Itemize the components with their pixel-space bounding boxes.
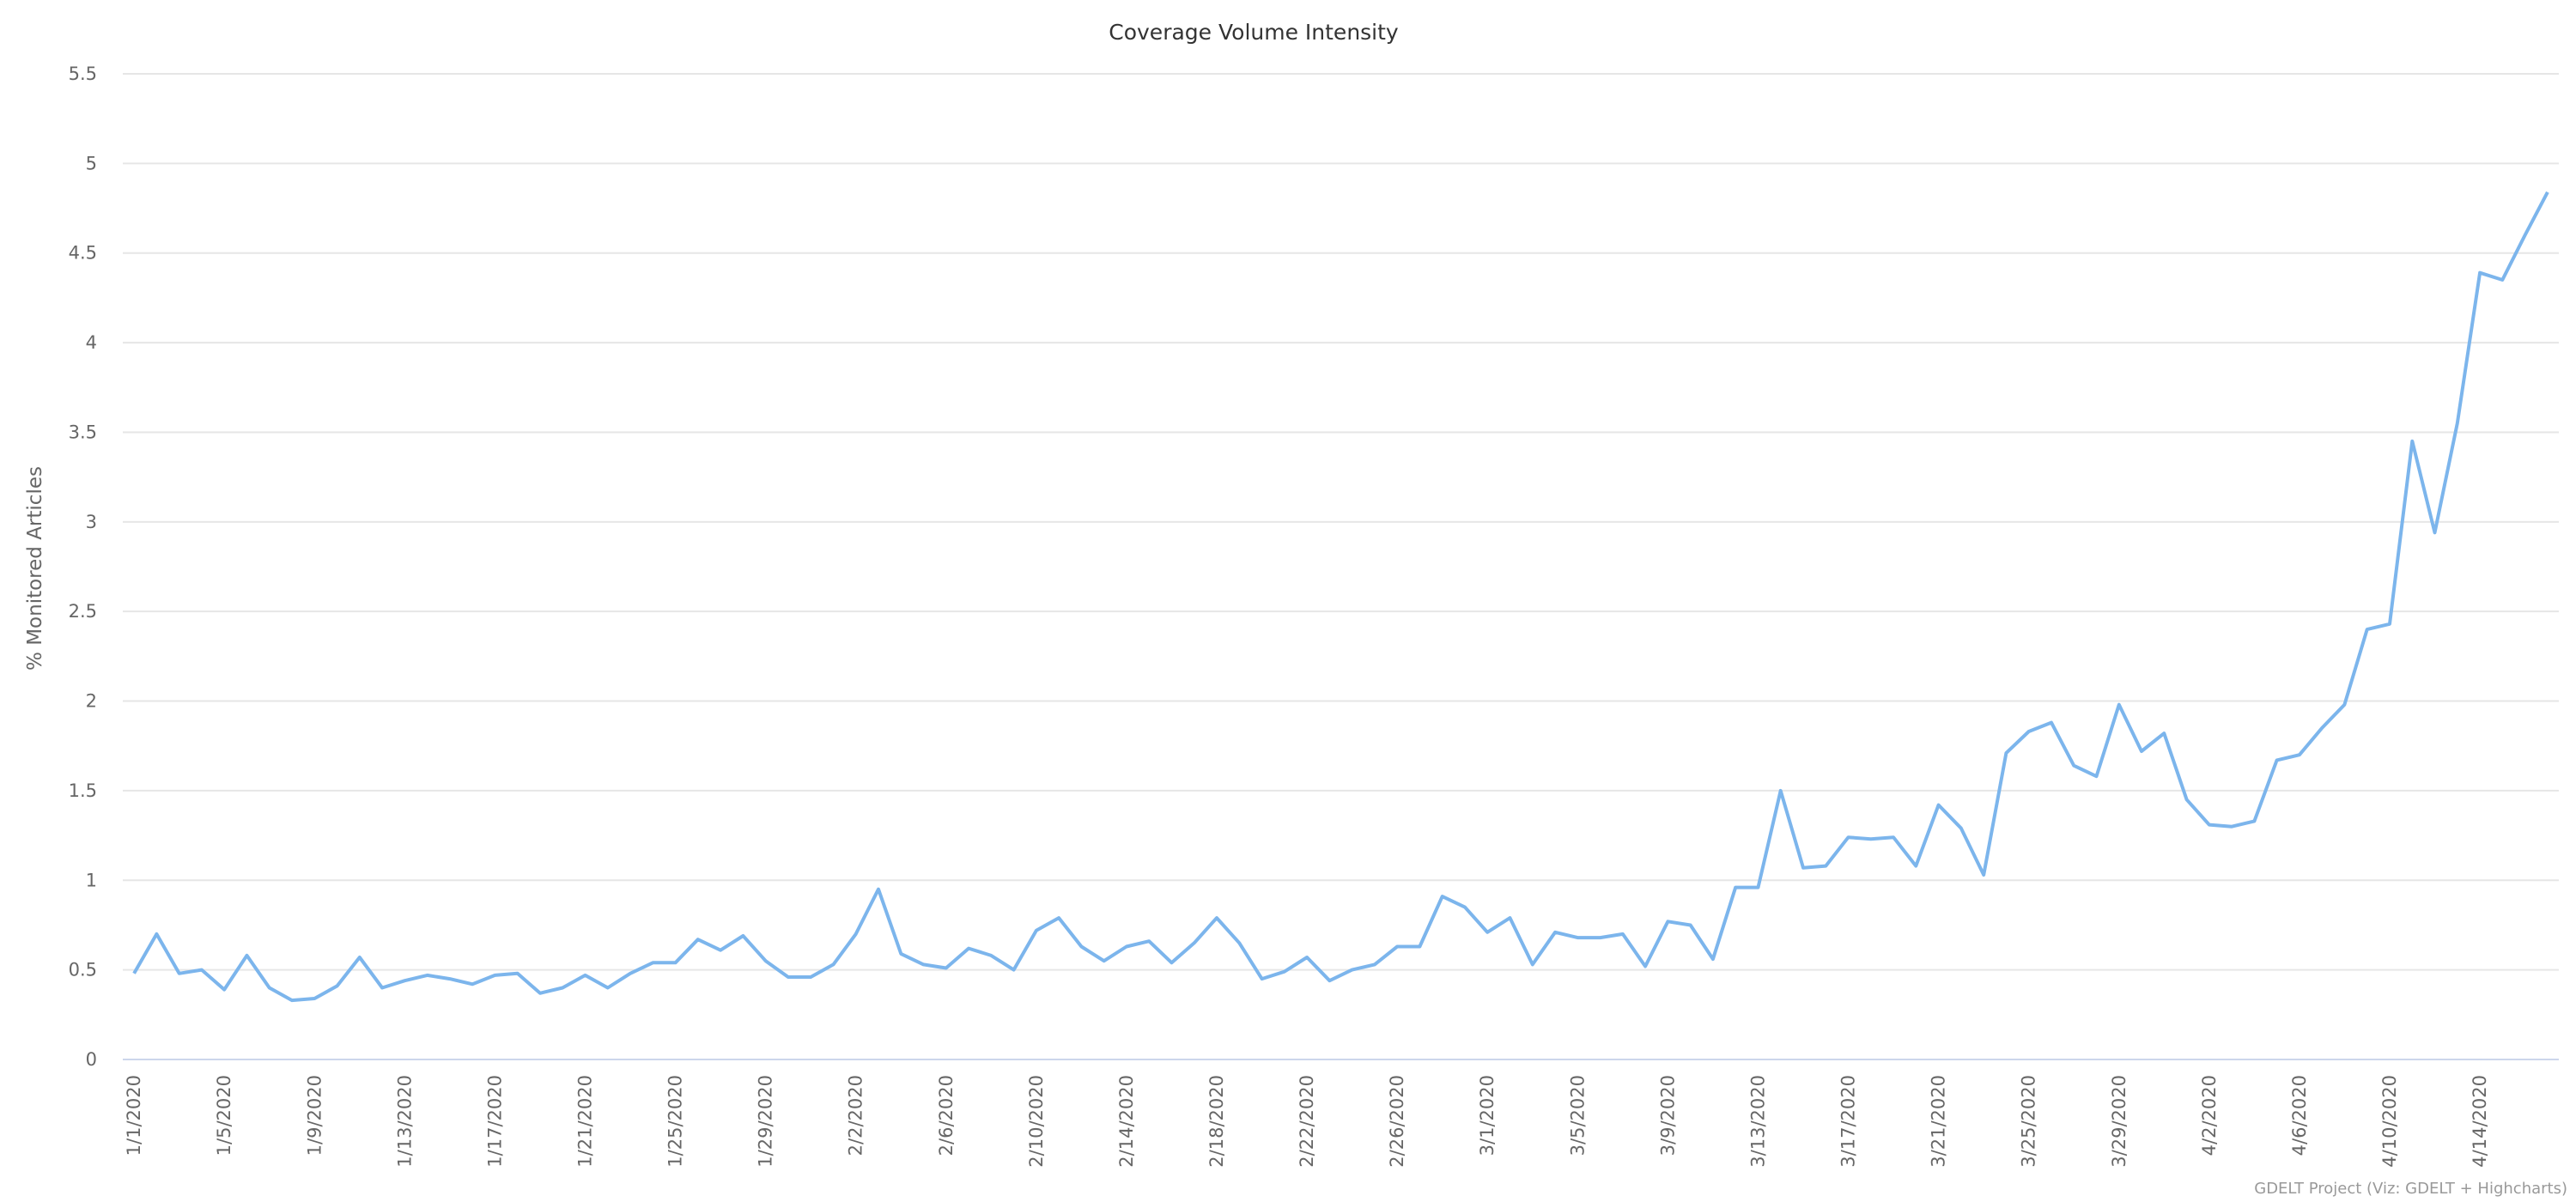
y-tick-label: 3.5 [69, 422, 97, 442]
y-tick-label: 5.5 [69, 64, 97, 84]
y-tick-label: 3 [86, 512, 97, 532]
x-tick-label: 1/21/2020 [575, 1075, 596, 1168]
x-tick-label: 1/25/2020 [665, 1075, 686, 1168]
y-tick-label: 2 [86, 691, 97, 712]
x-tick-label: 3/25/2020 [2019, 1075, 2039, 1168]
x-tick-label: 1/13/2020 [394, 1075, 415, 1168]
y-tick-label: 5 [86, 153, 97, 173]
x-tick-label: 1/29/2020 [756, 1075, 776, 1168]
x-tick-label: 3/13/2020 [1747, 1075, 1768, 1168]
x-tick-label: 2/6/2020 [936, 1075, 957, 1156]
x-tick-label: 2/14/2020 [1116, 1075, 1137, 1168]
x-tick-label: 1/5/2020 [214, 1075, 234, 1156]
chart-title: Coverage Volume Intensity [1109, 20, 1399, 45]
y-tick-label: 0 [86, 1049, 97, 1070]
x-tick-label: 4/14/2020 [2470, 1075, 2490, 1168]
y-axis-label: % Monitored Articles [24, 466, 46, 671]
x-tick-label: 2/26/2020 [1387, 1075, 1407, 1168]
x-tick-label: 2/22/2020 [1297, 1075, 1317, 1168]
y-tick-label: 0.5 [69, 960, 97, 980]
y-tick-label: 4.5 [69, 243, 97, 264]
y-tick-label: 4 [86, 332, 97, 353]
x-tick-label: 3/5/2020 [1567, 1075, 1588, 1156]
y-tick-label: 2.5 [69, 601, 97, 622]
credit: GDELT Project (Viz: GDELT + Highcharts) [2254, 1180, 2567, 1198]
x-tick-label: 1/17/2020 [484, 1075, 505, 1168]
data-line [132, 191, 2549, 1003]
x-tick-label: 1/1/2020 [124, 1075, 144, 1156]
y-tick-label: 1.5 [69, 780, 97, 801]
x-tick-label: 2/18/2020 [1206, 1075, 1227, 1168]
x-tick-label: 1/9/2020 [304, 1075, 325, 1156]
x-tick-label: 4/2/2020 [2199, 1075, 2220, 1156]
x-tick-label: 4/10/2020 [2379, 1075, 2400, 1168]
x-tick-label: 2/10/2020 [1026, 1075, 1047, 1168]
x-tick-label: 3/21/2020 [1929, 1075, 1949, 1168]
x-tick-label: 3/17/2020 [1838, 1075, 1859, 1168]
x-tick-label: 3/9/2020 [1657, 1075, 1678, 1156]
x-tick-label: 3/1/2020 [1477, 1075, 1498, 1156]
x-tick-label: 3/29/2020 [2109, 1075, 2129, 1168]
x-tick-label: 2/2/2020 [846, 1075, 866, 1156]
x-tick-label: 4/6/2020 [2289, 1075, 2310, 1156]
y-tick-label: 1 [86, 870, 97, 890]
